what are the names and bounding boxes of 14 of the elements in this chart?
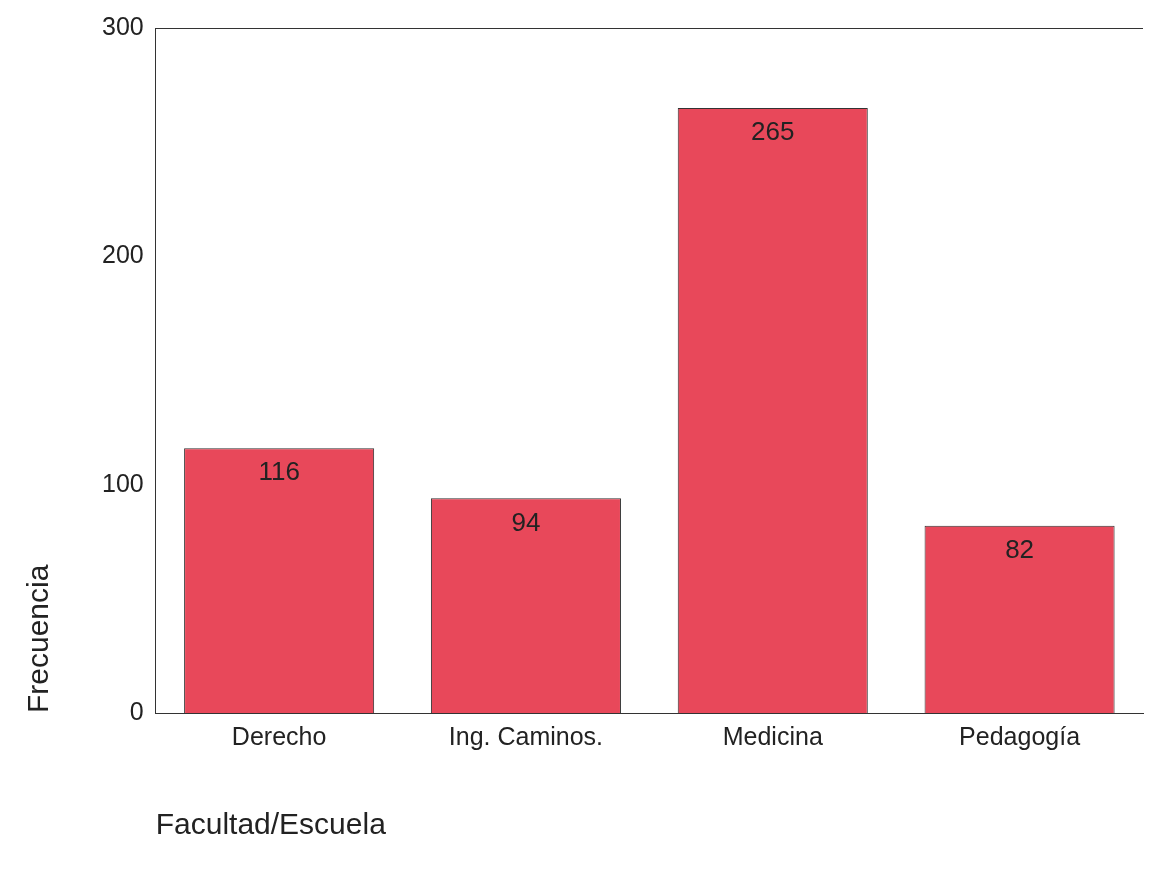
data-label: 265 [751,116,795,147]
y-tick-label: 100 [101,468,144,497]
y-tick-label: 0 [129,696,144,725]
data-label: 94 [511,506,541,537]
x-tick-label: Pedagogía [959,721,1081,750]
data-label: 82 [1005,533,1035,564]
x-tick-label: Medicina [722,721,823,750]
x-axis-title: Facultad/Escuela [155,807,387,841]
data-label: 116 [258,456,300,487]
y-tick-label: 200 [101,240,144,269]
y-axis-title: Frecuencia [21,564,55,713]
x-tick-label: Ing. Caminos. [448,721,604,750]
x-tick-label: Derecho [231,721,327,750]
y-tick-label: 300 [101,11,144,40]
